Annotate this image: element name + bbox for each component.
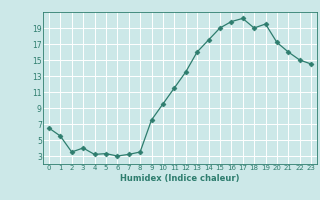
X-axis label: Humidex (Indice chaleur): Humidex (Indice chaleur) xyxy=(120,174,240,183)
